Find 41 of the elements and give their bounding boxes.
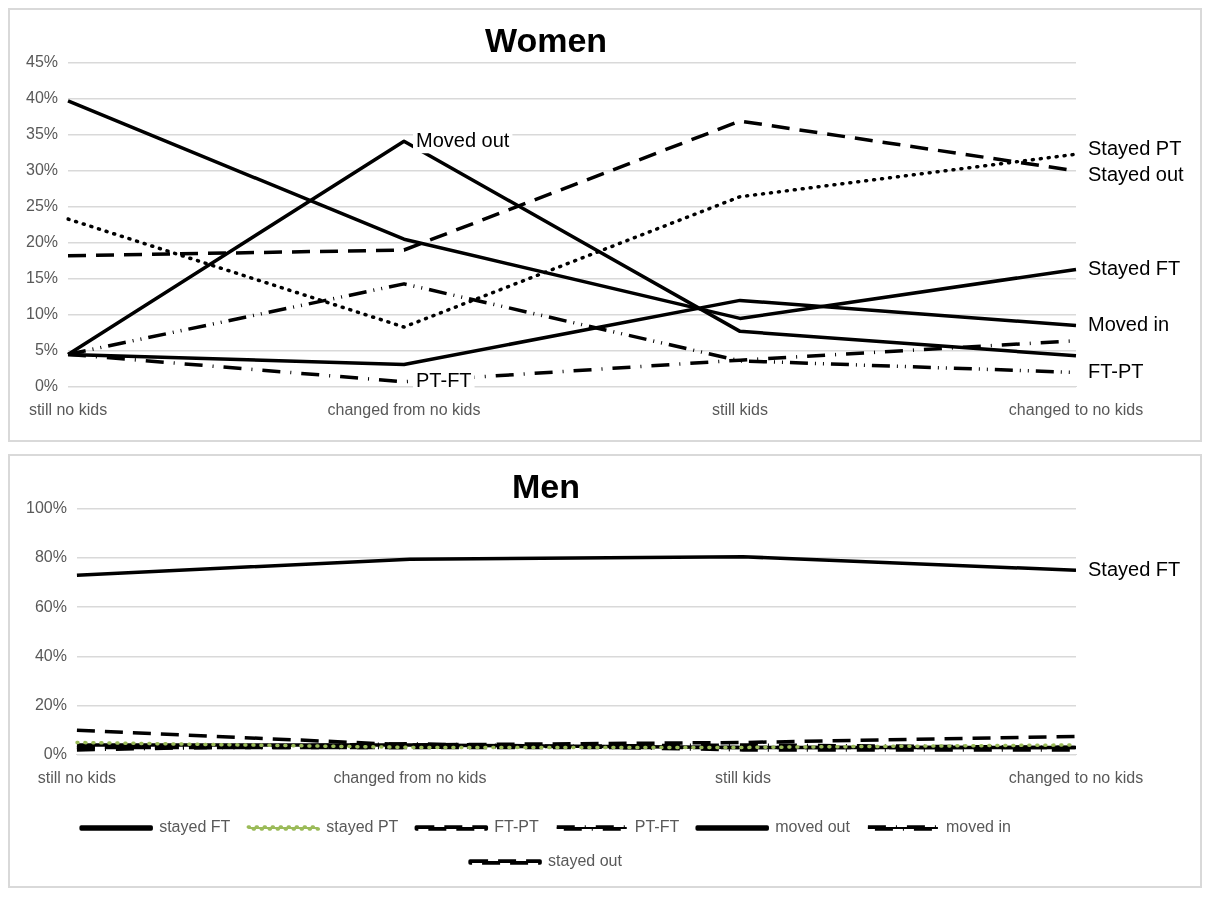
x-tick-label: still kids [712, 400, 769, 418]
y-tick-label: 15% [25, 269, 59, 287]
x-tick-label: changed to no kids [1008, 400, 1144, 418]
x-tick-label: changed from no kids [327, 400, 481, 418]
y-tick-label: 25% [25, 197, 59, 215]
annotation: Stayed FT [1088, 557, 1181, 580]
annotation: PT-FT [416, 369, 472, 392]
y-tick-label: 0% [43, 745, 67, 763]
x-tick-label: changed to no kids [1008, 768, 1144, 786]
annotation: Stayed PT [1088, 137, 1182, 160]
y-tick-label: 5% [34, 341, 59, 359]
y-tick-label: 40% [25, 89, 59, 107]
y-tick-label: 30% [25, 161, 59, 179]
legend-label: moved in [945, 818, 1011, 836]
legend-label: stayed PT [326, 818, 399, 836]
y-tick-label: 20% [25, 233, 59, 251]
x-tick-label: changed from no kids [333, 768, 487, 786]
y-tick-label: 10% [25, 305, 59, 323]
y-tick-label: 0% [34, 377, 59, 395]
x-tick-label: still no kids [28, 400, 108, 418]
y-tick-label: 20% [34, 696, 67, 714]
chart-title: Women [484, 20, 608, 59]
legend-label: stayed out [548, 852, 623, 870]
annotation: Moved in [1088, 313, 1170, 336]
y-tick-label: 35% [25, 125, 59, 143]
legend-label: FT-PT [494, 818, 539, 836]
chart-title: Men [512, 466, 580, 505]
x-tick-label: still kids [714, 768, 771, 786]
legend-label: moved out [775, 818, 851, 836]
y-tick-label: 60% [34, 597, 67, 615]
legend-label: stayed FT [159, 818, 231, 836]
legend-label: PT-FT [634, 818, 680, 836]
annotation: Moved out [416, 128, 510, 151]
y-tick-label: 80% [34, 548, 67, 566]
annotation: Stayed out [1088, 163, 1185, 186]
y-tick-label: 40% [34, 646, 67, 664]
annotation: Stayed FT [1088, 256, 1181, 279]
x-tick-label: still no kids [37, 768, 117, 786]
y-tick-label: 45% [25, 53, 59, 71]
annotation: FT-PT [1088, 359, 1144, 382]
y-tick-label: 100% [26, 499, 67, 517]
